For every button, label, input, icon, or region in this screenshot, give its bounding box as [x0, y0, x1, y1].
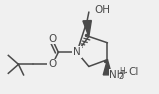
Polygon shape	[103, 60, 112, 75]
Text: NH: NH	[109, 70, 125, 80]
Text: 2: 2	[118, 72, 123, 81]
Text: OH: OH	[94, 5, 110, 15]
Polygon shape	[83, 20, 91, 36]
Text: Cl: Cl	[129, 67, 139, 77]
Text: H: H	[119, 67, 125, 76]
Text: O: O	[48, 34, 56, 44]
Text: O: O	[48, 59, 56, 69]
Text: N: N	[73, 47, 81, 57]
